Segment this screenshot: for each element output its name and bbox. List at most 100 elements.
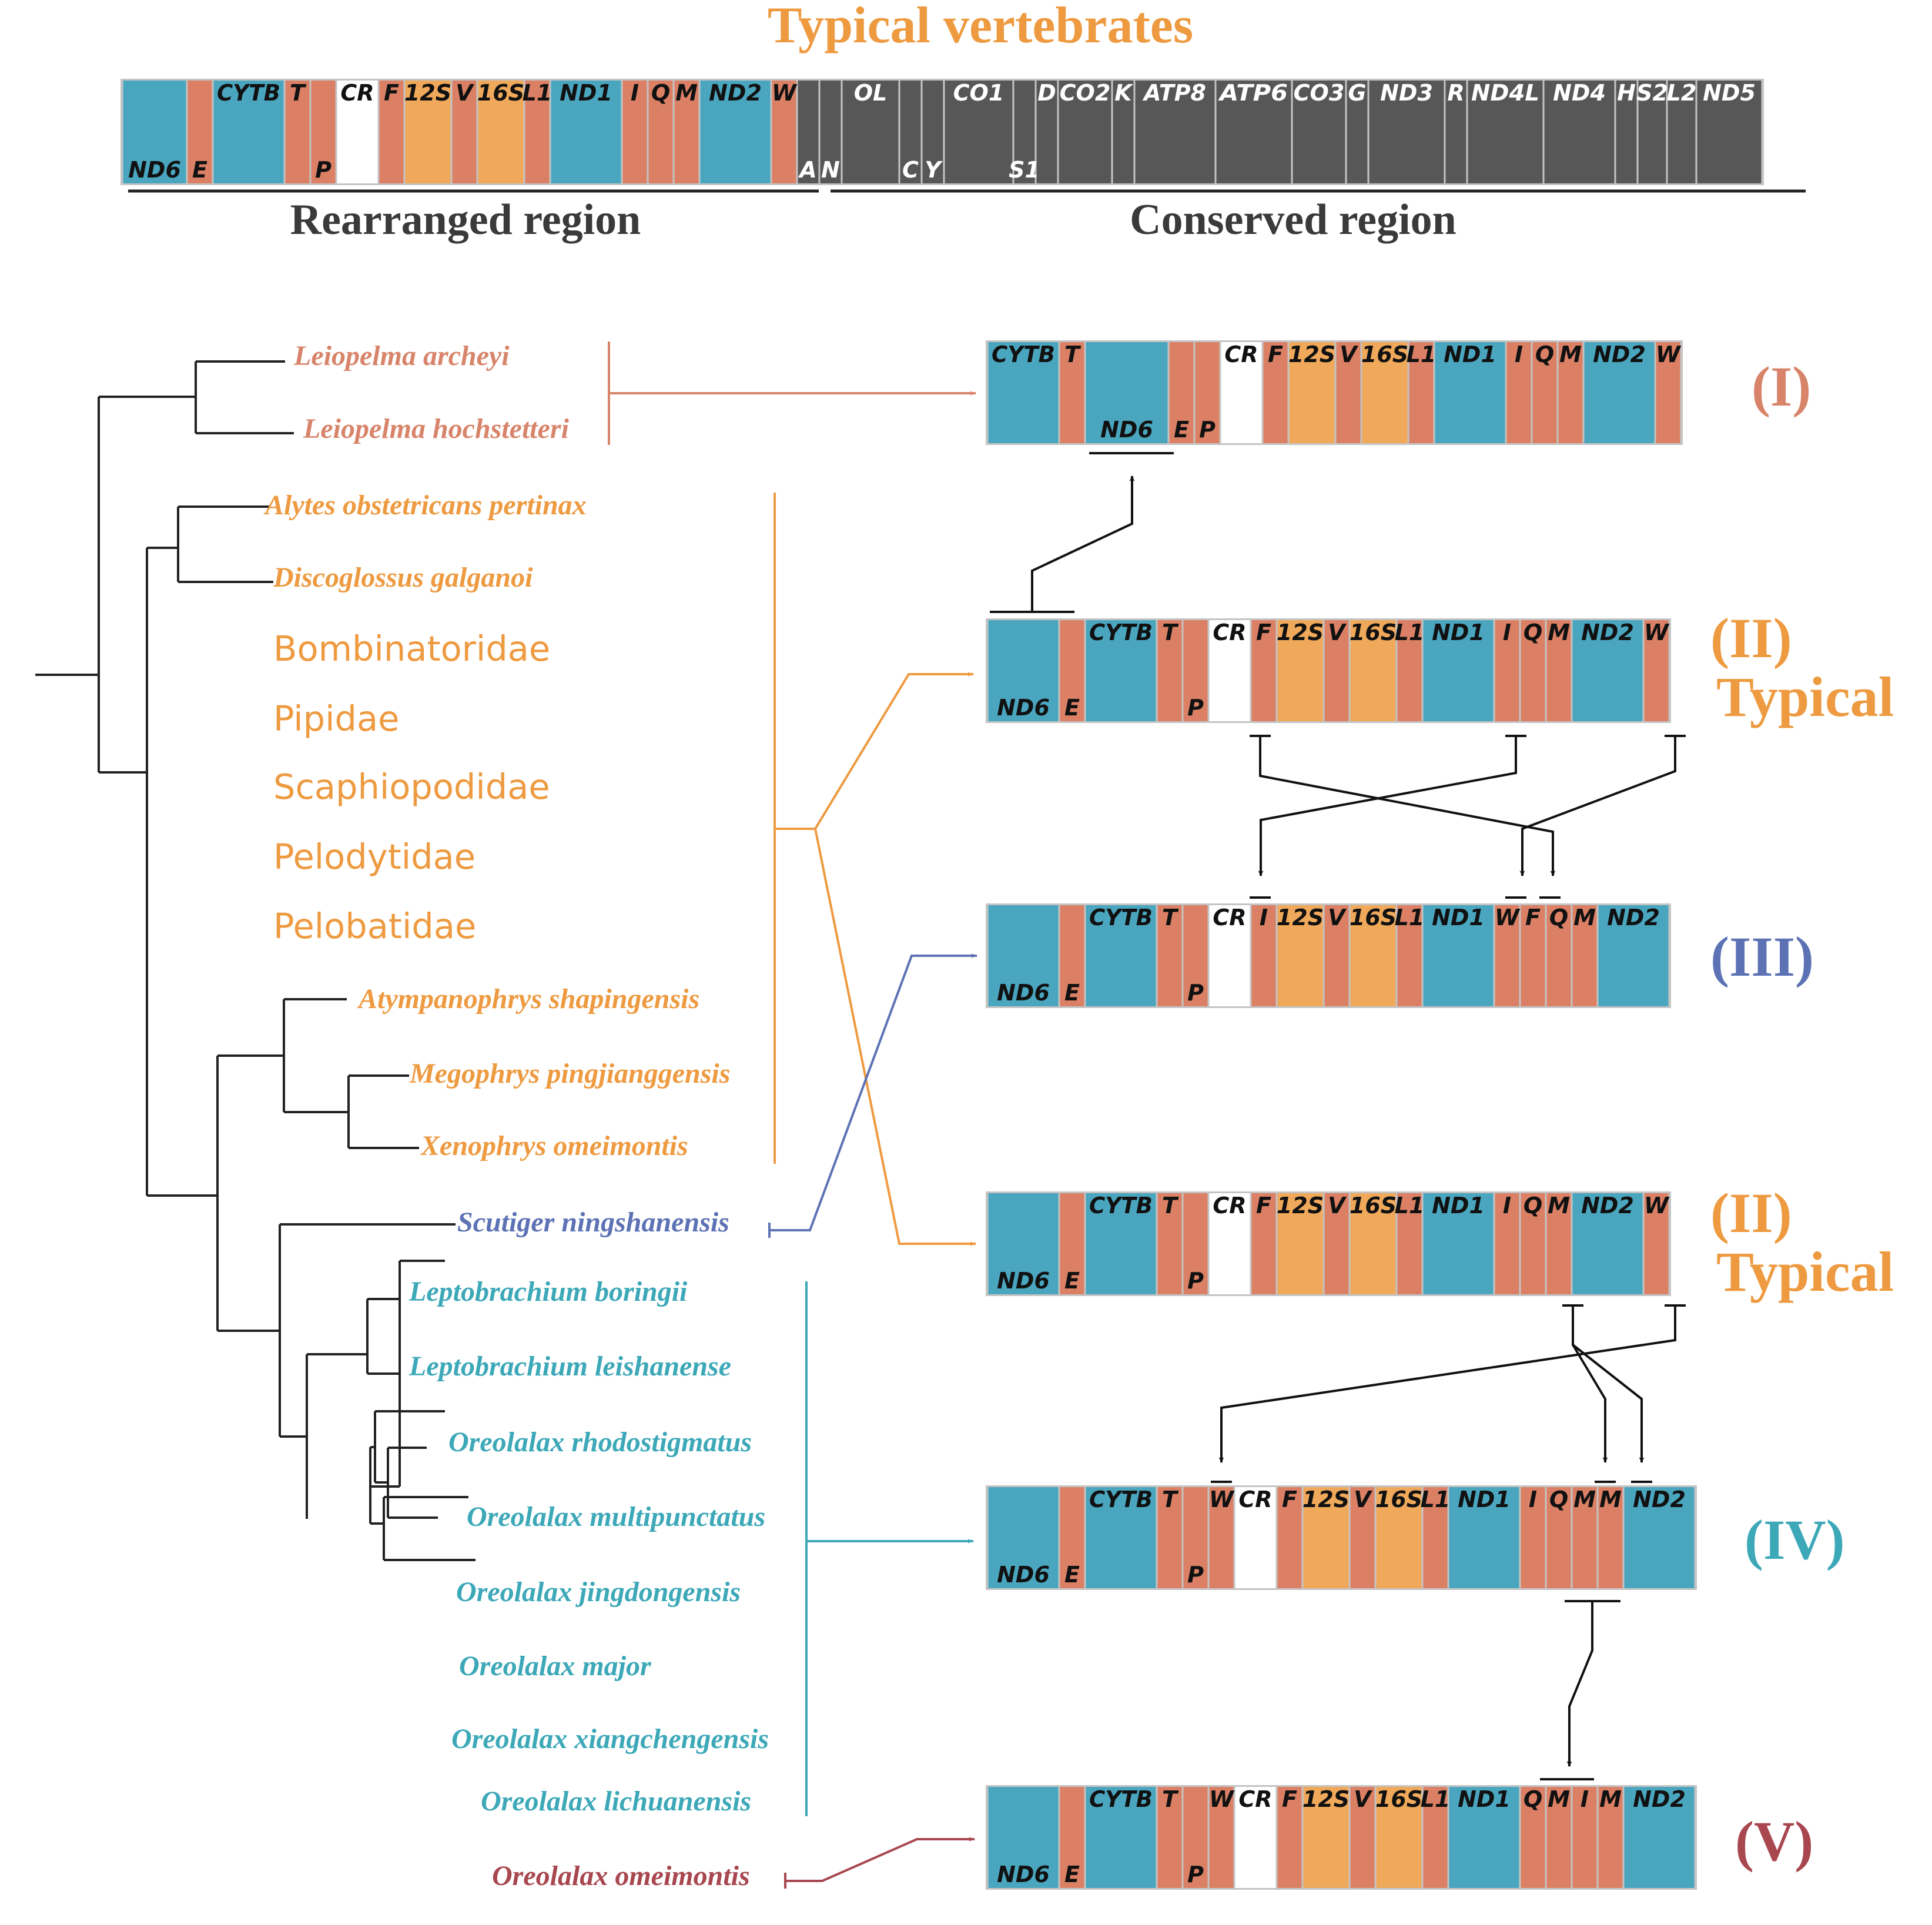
arrangement-label: (II) bbox=[1710, 1181, 1792, 1244]
gene-16s-block bbox=[1350, 620, 1396, 721]
arrangement-label: (III) bbox=[1710, 925, 1814, 988]
gene-nd2-block bbox=[1624, 1787, 1695, 1888]
gene-label: W bbox=[772, 80, 798, 106]
gene-nd6-block bbox=[988, 620, 1059, 721]
gene-label: T bbox=[1162, 620, 1179, 645]
figure-title: Typical vertebrates bbox=[768, 0, 1193, 54]
gene-nd2-block bbox=[1624, 1487, 1695, 1588]
gene-label: 16S bbox=[1375, 1487, 1422, 1512]
gene-co1-block bbox=[945, 81, 1013, 183]
gene-label: G bbox=[1348, 80, 1366, 106]
gene-label: 16S bbox=[1361, 342, 1408, 367]
duplication-arrow bbox=[1572, 1305, 1645, 1463]
gene-label: V bbox=[1354, 1786, 1372, 1812]
arrangement-label: (II) bbox=[1710, 607, 1792, 669]
translocation-arrow bbox=[1566, 1601, 1593, 1767]
gene-label: CR bbox=[1213, 905, 1246, 930]
gene-label: Y bbox=[925, 157, 943, 183]
species-labels: Leiopelma archeyi Leiopelma hochstetteri… bbox=[263, 340, 769, 1891]
gene-atp6-block bbox=[1216, 81, 1291, 183]
species-label: Oreolalax rhodostigmatus bbox=[448, 1427, 752, 1458]
gene-f-block bbox=[1277, 1787, 1302, 1888]
gene-a-block bbox=[798, 81, 819, 183]
gene-12s-block bbox=[1303, 1787, 1349, 1888]
gene-label: R bbox=[1447, 80, 1464, 106]
species-label: Scutiger ningshanensis bbox=[457, 1207, 729, 1238]
gene-label: P bbox=[315, 157, 332, 183]
gene-label: Q bbox=[1549, 1487, 1568, 1512]
gene-label: H bbox=[1617, 80, 1636, 106]
gene-16s-block bbox=[1362, 342, 1408, 443]
gene-cytb-block bbox=[1086, 1787, 1156, 1888]
arrangement-sublabel: Typical bbox=[1716, 1240, 1894, 1303]
gene-12s-block bbox=[1277, 1193, 1323, 1294]
arrangement-sublabel: Typical bbox=[1716, 665, 1894, 728]
gene-l1-block bbox=[1423, 1487, 1448, 1588]
gene-label: ND6 bbox=[1100, 417, 1153, 443]
gene-label: 12S bbox=[1302, 1487, 1350, 1512]
gene-p-block bbox=[1183, 1487, 1208, 1588]
gene-c-block bbox=[900, 81, 921, 183]
translocation-arrow bbox=[1218, 1305, 1676, 1463]
gene-s1-block bbox=[1014, 81, 1035, 183]
gene-q-block bbox=[1521, 1193, 1545, 1294]
gene-label: CO2 bbox=[1060, 80, 1111, 106]
gene-v-block bbox=[1324, 1193, 1349, 1294]
gene-e-block bbox=[1060, 1787, 1084, 1888]
gene-label: 12S bbox=[1288, 342, 1335, 367]
gene-label: CR bbox=[1213, 1193, 1246, 1218]
gene-i-block bbox=[1495, 1193, 1519, 1294]
gene-g-block bbox=[1347, 81, 1368, 183]
species-label: Oreolalax jingdongensis bbox=[456, 1576, 741, 1608]
gene-label: V bbox=[1328, 905, 1347, 930]
gene-label: ND2 bbox=[1633, 1786, 1686, 1812]
gene-label: T bbox=[1162, 1193, 1179, 1218]
gene-co3-block bbox=[1293, 81, 1345, 183]
gene-q-block bbox=[1521, 620, 1545, 721]
gene-label: CYTB bbox=[1089, 1193, 1153, 1218]
gene-label: P bbox=[1187, 980, 1204, 1006]
gene-e-block bbox=[1060, 620, 1084, 721]
gene-atp8-block bbox=[1135, 81, 1215, 183]
gene-nd4-block bbox=[1544, 81, 1615, 183]
gene-cr-block bbox=[1221, 342, 1262, 443]
gene-nd6-block bbox=[988, 1487, 1059, 1588]
gene-m-block bbox=[1572, 905, 1597, 1006]
gene-label: L1 bbox=[523, 80, 553, 106]
gene-p-block bbox=[1195, 342, 1220, 443]
gene-k-block bbox=[1113, 81, 1134, 183]
gene-label: W bbox=[1209, 1487, 1235, 1512]
gene-label: I bbox=[1529, 1487, 1537, 1512]
typical-arrow-lower bbox=[814, 828, 976, 1246]
gene-f-block bbox=[1521, 905, 1545, 1006]
gene-label: F bbox=[1256, 620, 1271, 645]
gene-label: Q bbox=[1523, 1193, 1542, 1218]
gene-cytb-block bbox=[1086, 905, 1156, 1006]
gene-nd1-block bbox=[551, 81, 621, 183]
gene-label: M bbox=[1573, 905, 1596, 930]
gene-q-block bbox=[1546, 1487, 1571, 1588]
gene-e-block bbox=[1169, 342, 1194, 443]
gene-r-block bbox=[1445, 81, 1466, 183]
gene-label: F bbox=[384, 80, 399, 106]
gene-label: M bbox=[1599, 1786, 1622, 1812]
gene-t-block bbox=[1157, 1787, 1182, 1888]
gene-m-block bbox=[1572, 1487, 1597, 1588]
gene-q-block bbox=[1546, 905, 1571, 1006]
gene-label: ND5 bbox=[1703, 80, 1756, 106]
gene-label: ND2 bbox=[1633, 1487, 1686, 1512]
gene-v-block bbox=[1350, 1787, 1375, 1888]
conserved-region-label: Conserved region bbox=[1130, 196, 1456, 244]
gene-16s-block bbox=[1350, 1193, 1396, 1294]
gene-v-block bbox=[1336, 342, 1361, 443]
gene-label: E bbox=[192, 157, 207, 183]
gene-label: P bbox=[1187, 1562, 1204, 1588]
gene-label: 16S bbox=[1375, 1786, 1422, 1812]
gene-nd6-block bbox=[988, 1787, 1059, 1888]
gene-label: E bbox=[1064, 1862, 1080, 1887]
